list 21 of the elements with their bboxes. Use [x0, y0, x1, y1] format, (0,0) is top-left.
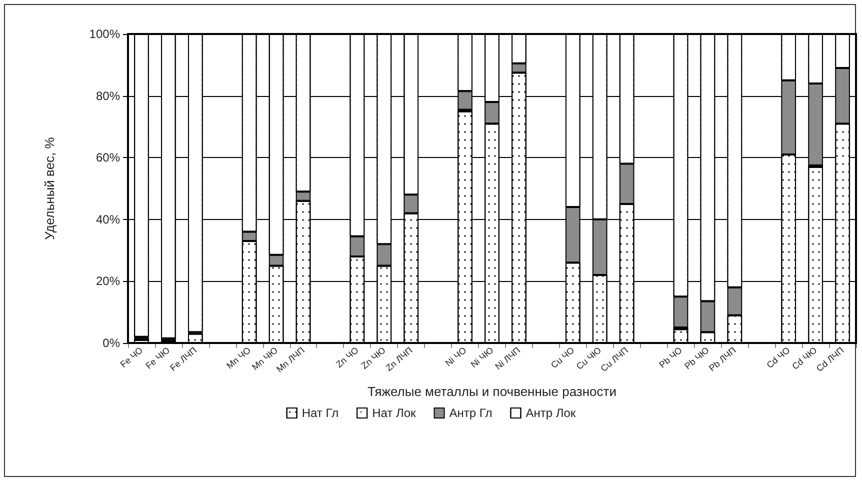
x-tick-label: Ni ЧЮ	[468, 345, 496, 370]
x-tick-label: Fe ЧО	[118, 345, 145, 370]
legend-label: Нат Лок	[372, 406, 417, 420]
legend-label: Антр Гл	[449, 406, 492, 420]
y-tick-label: 80%	[96, 88, 120, 103]
y-tick-label: 0%	[102, 336, 120, 350]
x-tick-label: Zn ЧО	[334, 345, 360, 370]
x-tick-label: Mn ЧО	[224, 345, 253, 371]
y-axis-title: Удельный вес, %	[42, 136, 57, 240]
legend-label: Антр Лок	[526, 406, 576, 420]
x-tick-label: Cu ЧО	[548, 345, 576, 370]
x-axis-title: Тяжелые металлы и почвенные разности	[368, 384, 616, 399]
y-tick-label: 40%	[96, 212, 120, 226]
x-tick-label: Zn ЧЮ	[359, 345, 388, 371]
legend-label: Нат Гл	[302, 406, 339, 420]
x-tick-label: Cd ЧО	[764, 345, 792, 370]
x-tick-label: Ni ЧО	[443, 345, 468, 368]
y-tick-label: 20%	[96, 274, 120, 288]
y-tick-label: 100%	[89, 27, 120, 41]
y-tick-label: 60%	[96, 150, 120, 165]
x-tick-label: Pb ЧО	[657, 345, 684, 370]
